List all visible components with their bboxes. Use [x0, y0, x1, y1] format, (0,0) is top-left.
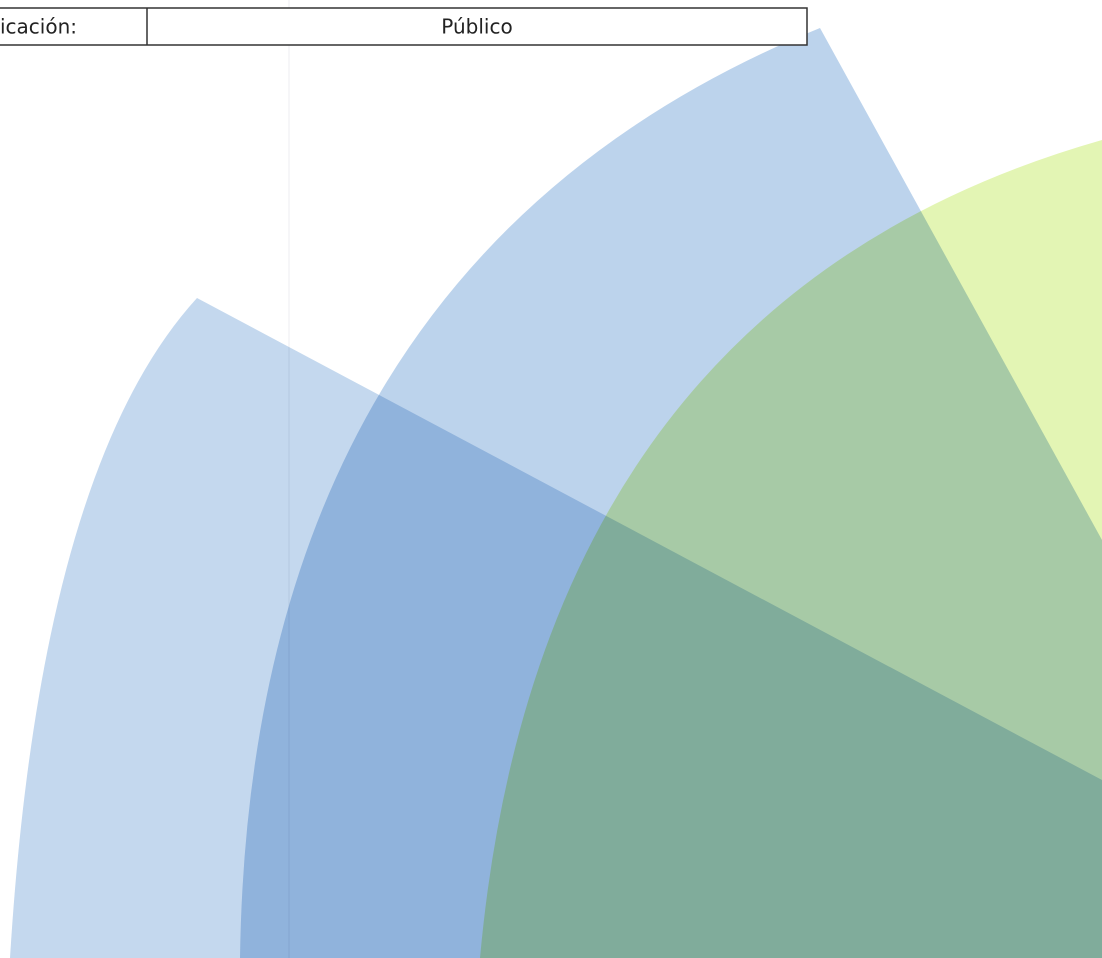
decoration [10, 0, 1102, 958]
table-border [0, 7, 808, 46]
fan-sector [480, 140, 1102, 958]
classification-label: icación: [0, 15, 77, 39]
classification-table: icación: Público [0, 7, 808, 46]
classification-value: Público [441, 15, 512, 39]
